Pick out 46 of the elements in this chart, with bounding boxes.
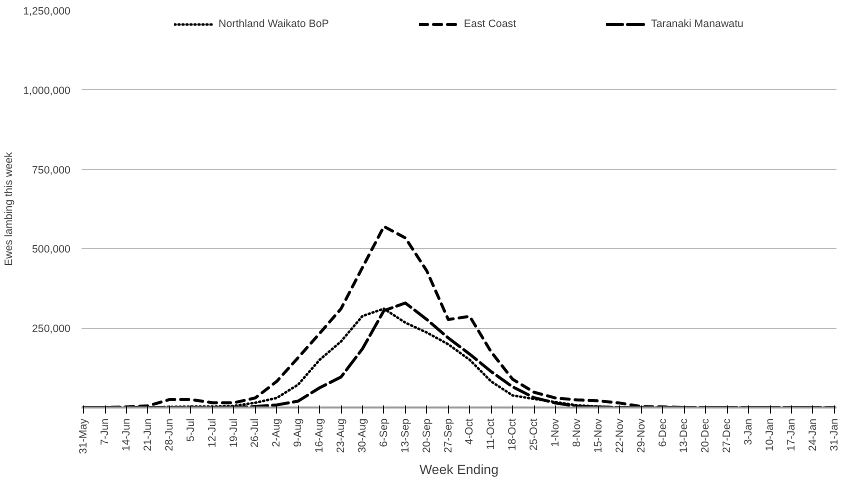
x-tick-label: 13-Sep (399, 418, 412, 453)
x-tick-label: 6-Sep (378, 418, 390, 447)
x-tick-label: 16-Aug (314, 418, 326, 453)
x-tick-label: 24-Jan (806, 418, 819, 452)
x-tick-label: 26-Jul (249, 418, 262, 448)
x-tick-label: 22-Nov (614, 418, 626, 453)
x-tick-label: 29-Nov (635, 418, 648, 453)
x-tick-label: 13-Dec (678, 418, 690, 453)
x-tick-label: 14-Jun (120, 418, 133, 452)
x-tick-label: 31-Jan (828, 418, 840, 452)
x-tick-label: 5-Jul (184, 418, 197, 442)
y-tick-label: 750,000 (32, 164, 71, 176)
y-tick-label: 1,250,000 (23, 6, 71, 18)
legend-label: Northland Waikato BoP (218, 18, 329, 30)
y-tick-label: 1,000,000 (23, 84, 71, 97)
x-tick-label: 27-Sep (442, 418, 454, 453)
x-tick-label: 21-Jun (142, 418, 154, 452)
x-tick-label: 2-Aug (270, 418, 283, 447)
x-tick-label: 4-Oct (464, 418, 476, 445)
x-tick-label: 8-Nov (570, 418, 583, 447)
x-tick-label: 19-Jul (228, 418, 240, 448)
x-tick-label: 17-Jan (785, 418, 798, 452)
x-tick-label: 6-Dec (656, 418, 669, 447)
x-tick-label: 15-Nov (592, 418, 604, 453)
x-tick-label: 23-Aug (335, 418, 348, 453)
x-tick-label: 7-Jun (99, 418, 112, 446)
y-tick-label: 250,000 (32, 323, 71, 336)
x-tick-label: 10-Jan (764, 418, 776, 452)
x-tick-label: 30-Aug (356, 418, 368, 453)
x-tick-label: 12-Jul (206, 418, 218, 448)
y-axis-title: Ewes lambing this week (3, 151, 16, 266)
x-tick-label: 1-Nov (550, 418, 562, 447)
x-tick-label: 25-Oct (528, 418, 540, 450)
x-tick-label: 11-Oct (485, 418, 498, 450)
x-tick-label: 28-Jun (163, 418, 176, 452)
x-axis-title: Week Ending (419, 462, 499, 478)
x-tick-label: 3-Jan (742, 418, 755, 446)
x-tick-label: 18-Oct (506, 418, 519, 450)
x-tick-label: 9-Aug (292, 418, 304, 447)
x-tick-label: 20-Dec (700, 418, 712, 453)
x-tick-label: 31-May (78, 418, 90, 454)
x-tick-label: 20-Sep (420, 418, 433, 453)
y-tick-label: 500,000 (32, 244, 71, 256)
legend-label: Taranaki Manawatu (651, 18, 744, 30)
x-tick-label: 27-Dec (721, 418, 734, 453)
legend-label: East Coast (464, 18, 516, 30)
